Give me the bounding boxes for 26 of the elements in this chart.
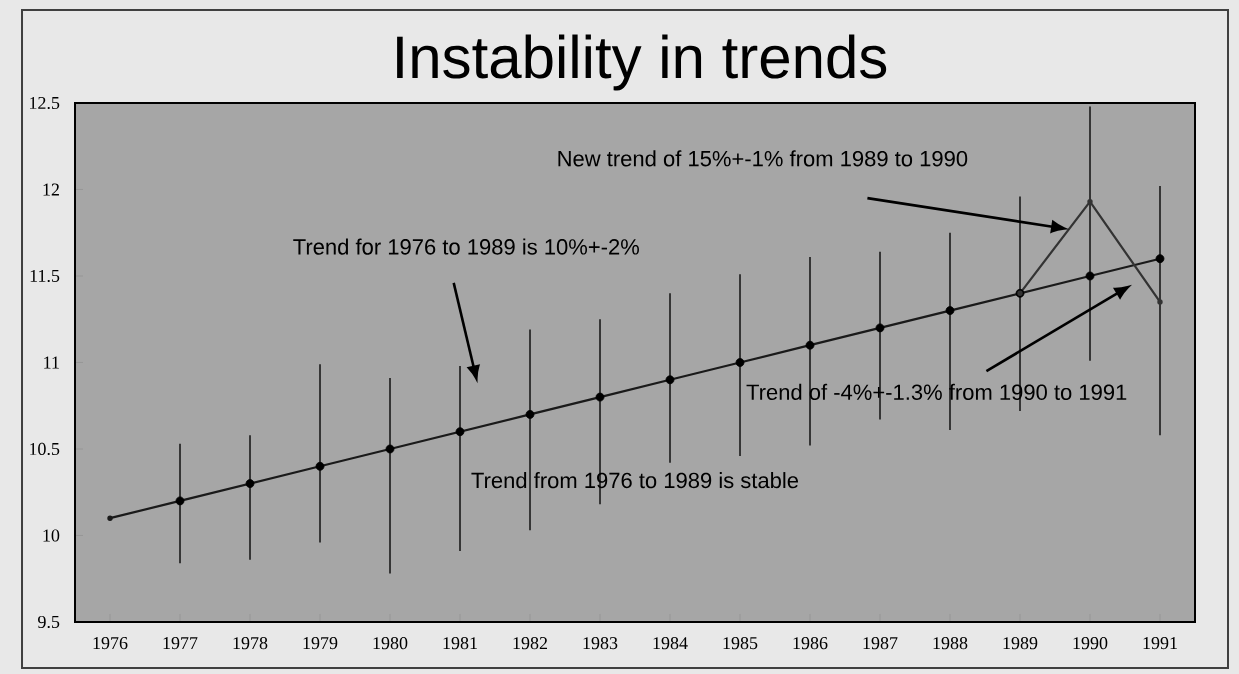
y-tick-label: 12 — [43, 183, 59, 196]
x-tick-label: 1985 — [723, 637, 758, 650]
x-tick-label: 1986 — [793, 637, 828, 650]
x-tick-label: 1980 — [373, 637, 408, 650]
annotation: Trend for 1976 to 1989 is 10%+-2% — [293, 238, 639, 255]
x-tick-label: 1982 — [513, 637, 547, 650]
x-tick-label: 1978 — [233, 637, 268, 650]
x-tick-label: 1990 — [1073, 637, 1108, 650]
x-tick-label: 1984 — [653, 637, 688, 650]
y-tick-label: 11.5 — [30, 269, 60, 283]
x-tick-label: 1977 — [163, 637, 198, 650]
y-tick-label: 10 — [43, 529, 60, 542]
chart-title: Instability in trends — [397, 34, 887, 91]
x-tick-label: 1991 — [1143, 637, 1177, 650]
x-tick-label: 1987 — [863, 637, 898, 650]
y-tick-label: 9.5 — [38, 615, 60, 629]
x-tick-label: 1979 — [303, 637, 338, 650]
y-tick-label: 11 — [44, 356, 59, 369]
y-tick-label: 10.5 — [30, 442, 60, 456]
x-tick-label: 1983 — [583, 637, 618, 650]
x-tick-label: 1981 — [443, 637, 477, 650]
x-tick-label: 1976 — [93, 637, 128, 650]
y-tick-label: 12.5 — [30, 96, 60, 110]
x-tick-label: 1989 — [1003, 637, 1038, 650]
annotation: New trend of 15%+-1% from 1989 to 1990 — [558, 150, 968, 167]
x-tick-label: 1988 — [933, 637, 968, 650]
